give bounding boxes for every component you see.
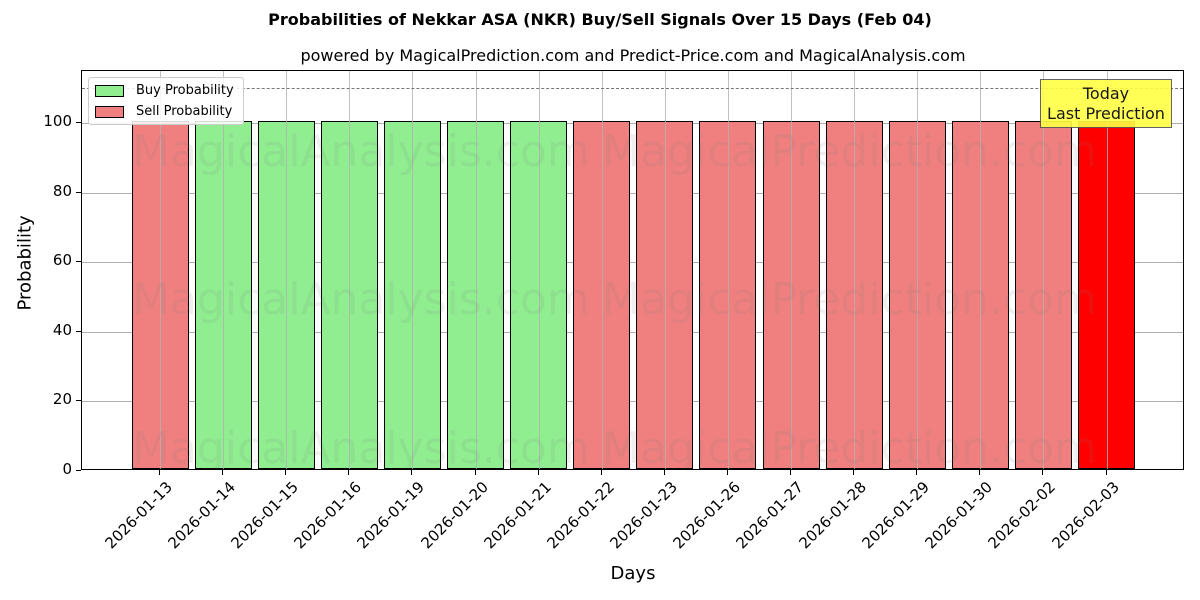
x-tick-mark <box>790 470 791 475</box>
x-tick-label: 2026-01-13 <box>101 478 176 553</box>
gridline-v <box>538 71 540 469</box>
x-tick-label: 2026-01-29 <box>858 478 934 553</box>
x-tick-mark <box>853 470 855 475</box>
gridline-h <box>82 192 1183 194</box>
x-tick-label: 2026-01-16 <box>290 478 366 553</box>
today-annotation: Today Last Prediction <box>1040 79 1172 128</box>
x-tick-mark <box>222 470 224 475</box>
gridline-v <box>160 71 161 469</box>
y-tick-label: 20 <box>52 390 72 409</box>
x-tick-mark <box>537 470 539 475</box>
x-tick-label: 2026-01-15 <box>227 478 303 553</box>
x-tick-label: 2026-02-02 <box>984 478 1060 553</box>
gridline-h <box>82 401 1183 403</box>
y-tick-mark <box>76 122 81 124</box>
chart-subtitle: powered by MagicalPrediction.com and Pre… <box>300 46 966 65</box>
x-tick-mark <box>600 470 602 475</box>
legend: Buy Probability Sell Probability <box>88 77 244 125</box>
gridline-v <box>286 71 288 469</box>
x-tick-mark <box>474 470 476 475</box>
gridline-v <box>664 71 666 469</box>
y-tick-mark <box>76 330 81 332</box>
x-tick-mark <box>285 470 287 475</box>
annotation-line2: Last Prediction <box>1047 104 1165 123</box>
y-tick-mark <box>76 191 81 193</box>
legend-item-sell: Sell Probability <box>95 104 232 119</box>
x-tick-label: 2026-01-19 <box>353 478 429 553</box>
y-tick-mark <box>76 470 81 471</box>
y-tick-label: 40 <box>52 320 72 339</box>
x-tick-mark <box>411 470 413 475</box>
gridline-v <box>223 71 225 469</box>
x-axis-title: Days <box>610 563 656 584</box>
x-tick-mark <box>979 470 981 475</box>
y-tick-mark <box>76 400 81 402</box>
gridline-v <box>475 71 477 469</box>
sell-swatch-icon <box>95 105 124 118</box>
gridline-v <box>980 71 982 469</box>
chart-title: Probabilities of Nekkar ASA (NKR) Buy/Se… <box>268 10 932 29</box>
y-axis-title: Probability <box>14 215 36 311</box>
x-tick-label: 2026-01-20 <box>417 478 492 553</box>
y-tick-mark <box>76 261 81 263</box>
buy-swatch-icon <box>95 84 124 97</box>
gridline-h <box>82 331 1183 333</box>
gridline-v <box>917 71 919 469</box>
gridline-h <box>82 262 1183 264</box>
y-tick-label: 100 <box>43 112 72 131</box>
gridline-v <box>854 71 856 469</box>
y-tick-label: 60 <box>52 251 72 270</box>
x-tick-mark <box>916 470 918 475</box>
legend-item-buy: Buy Probability <box>95 83 234 98</box>
legend-label-sell: Sell Probability <box>136 104 233 119</box>
x-tick-label: 2026-01-22 <box>543 478 618 553</box>
x-tick-label: 2026-01-27 <box>732 478 807 553</box>
y-tick-label: 80 <box>52 181 72 200</box>
plot-area: MagicalAnalysis.comMagicalPrediction.com… <box>81 70 1184 470</box>
reference-line <box>82 88 1183 90</box>
gridline-v <box>791 71 792 469</box>
gridline-v <box>1106 71 1108 469</box>
gridline-h <box>82 123 1183 125</box>
gridline-v <box>601 71 603 469</box>
x-tick-label: 2026-01-30 <box>921 478 997 553</box>
x-tick-mark <box>159 470 160 475</box>
x-tick-label: 2026-01-14 <box>164 478 240 553</box>
gridline-v <box>1043 71 1045 469</box>
annotation-line1: Today <box>1082 84 1130 103</box>
gridline-v <box>727 71 729 469</box>
x-tick-mark <box>663 470 665 475</box>
x-tick-mark <box>1105 470 1107 475</box>
x-tick-label: 2026-02-03 <box>1048 478 1123 553</box>
x-tick-mark <box>1042 470 1044 475</box>
x-tick-label: 2026-01-23 <box>606 478 681 553</box>
gridline-v <box>349 71 351 469</box>
x-tick-label: 2026-01-28 <box>795 478 871 553</box>
gridline-v <box>412 71 414 469</box>
x-tick-mark <box>726 470 728 475</box>
x-tick-mark <box>348 470 350 475</box>
x-tick-label: 2026-01-26 <box>669 478 744 553</box>
y-tick-label: 0 <box>62 460 72 478</box>
legend-label-buy: Buy Probability <box>136 83 234 98</box>
